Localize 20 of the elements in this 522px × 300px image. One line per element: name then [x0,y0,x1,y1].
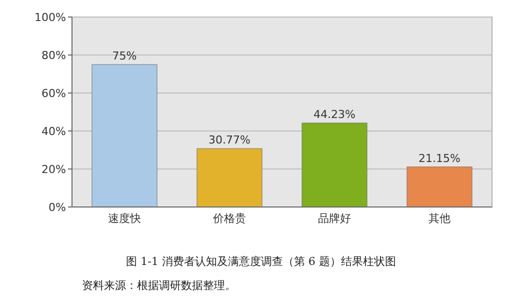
y-tick-label: 0% [48,201,66,214]
x-tick-label: 价格贵 [212,212,246,225]
y-tick-label: 100% [34,11,66,24]
bar [92,64,158,208]
bar [406,166,472,208]
data-label: 21.15% [418,152,460,165]
y-tick-label: 60% [42,87,66,100]
bar [196,148,262,208]
data-label: 30.77% [208,134,250,147]
data-label: 44.23% [314,108,356,121]
text: 图 1-1 消费者认知及满意度调查（第 6 题）结果柱状图 [126,255,396,268]
y-tick-label: 40% [42,125,66,138]
x-tick-label: 品牌好 [318,212,351,225]
data-label: 75% [112,50,137,62]
text: 资料来源：根据调研数据整理。 [82,279,236,292]
x-tick-label: 速度快 [108,212,141,225]
x-tick-label: 其他 [428,212,450,225]
y-tick-label: 80% [42,49,66,62]
bar [302,122,368,208]
y-tick-label: 20% [42,163,66,176]
